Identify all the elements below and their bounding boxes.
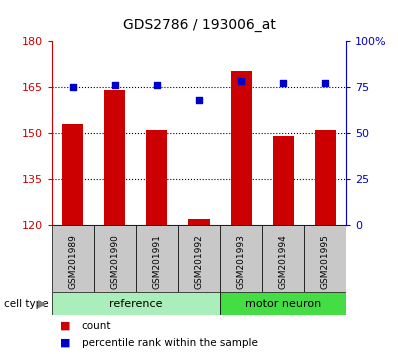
Bar <box>262 225 304 292</box>
Bar <box>304 225 346 292</box>
Text: GSM201992: GSM201992 <box>195 234 203 289</box>
Bar <box>146 130 168 225</box>
Bar <box>315 130 336 225</box>
Point <box>112 82 118 88</box>
Text: GSM201989: GSM201989 <box>68 234 77 289</box>
Bar <box>104 90 125 225</box>
Bar <box>220 225 262 292</box>
Text: GSM201994: GSM201994 <box>279 234 288 289</box>
Bar <box>273 136 294 225</box>
Point <box>238 78 244 84</box>
Bar <box>52 225 94 292</box>
Text: count: count <box>82 321 111 331</box>
Text: ■: ■ <box>60 338 70 348</box>
Text: motor neuron: motor neuron <box>245 298 321 309</box>
Point <box>322 80 328 86</box>
Text: ■: ■ <box>60 321 70 331</box>
Text: GSM201993: GSM201993 <box>236 234 246 289</box>
Bar <box>136 225 178 292</box>
Text: GSM201990: GSM201990 <box>110 234 119 289</box>
Bar <box>62 124 83 225</box>
Point <box>196 97 202 102</box>
Bar <box>189 219 209 225</box>
Point <box>280 80 286 86</box>
Text: GDS2786 / 193006_at: GDS2786 / 193006_at <box>123 18 275 32</box>
Bar <box>230 72 252 225</box>
Bar <box>178 225 220 292</box>
Text: cell type: cell type <box>4 298 49 309</box>
Text: GSM201991: GSM201991 <box>152 234 162 289</box>
Bar <box>52 292 220 315</box>
Text: ▶: ▶ <box>37 298 46 309</box>
Bar <box>94 225 136 292</box>
Bar <box>220 292 346 315</box>
Text: GSM201995: GSM201995 <box>321 234 330 289</box>
Text: percentile rank within the sample: percentile rank within the sample <box>82 338 258 348</box>
Point <box>70 84 76 90</box>
Point <box>154 82 160 88</box>
Text: reference: reference <box>109 298 163 309</box>
